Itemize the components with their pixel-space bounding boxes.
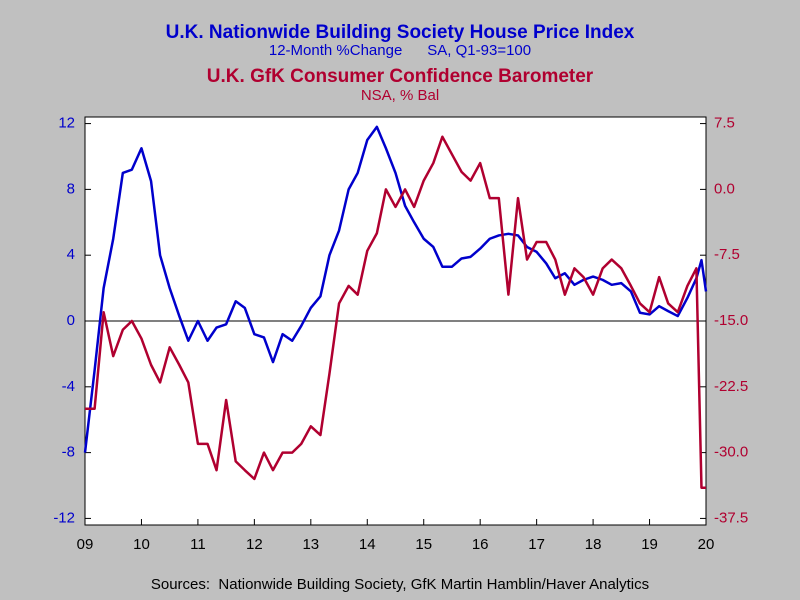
chart-subtitle: NSA, % Bal — [361, 87, 439, 104]
x-tick-label: 09 — [77, 536, 94, 553]
y2-tick-label: -37.5 — [714, 509, 748, 526]
y-tick-label: -12 — [53, 509, 75, 526]
y2-tick-label: -7.5 — [714, 246, 740, 263]
x-tick-label: 14 — [359, 536, 376, 553]
series-line — [83, 125, 708, 453]
x-tick-label: 19 — [641, 536, 658, 553]
x-tick-label: 15 — [415, 536, 432, 553]
y2-tick-label: -15.0 — [714, 312, 748, 329]
source-note: Sources: Nationwide Building Society, Gf… — [151, 576, 649, 593]
y2-tick-label: 0.0 — [714, 180, 735, 197]
y2-tick-label: 7.5 — [714, 115, 735, 132]
y-tick-label: 0 — [67, 312, 75, 329]
y2-tick-label: -30.0 — [714, 444, 748, 461]
y-tick-label: -4 — [62, 378, 75, 395]
chart-title: U.K. GfK Consumer Confidence Barometer — [207, 66, 594, 87]
y-tick-label: 4 — [67, 246, 75, 263]
y-tick-label: -8 — [62, 444, 75, 461]
x-tick-label: 17 — [528, 536, 545, 553]
chart-title: U.K. Nationwide Building Society House P… — [166, 22, 635, 43]
y2-tick-label: -22.5 — [714, 378, 748, 395]
x-tick-label: 18 — [585, 536, 602, 553]
x-tick-label: 12 — [246, 536, 263, 553]
y-tick-label: 12 — [58, 115, 75, 132]
y-tick-label: 8 — [67, 180, 75, 197]
x-tick-label: 11 — [190, 536, 206, 553]
series-line — [85, 135, 706, 489]
x-tick-label: 20 — [698, 536, 715, 553]
chart-subtitle: 12-Month %Change SA, Q1-93=100 — [269, 42, 531, 59]
x-tick-label: 13 — [302, 536, 319, 553]
x-tick-label: 10 — [133, 536, 150, 553]
x-tick-label: 16 — [472, 536, 489, 553]
